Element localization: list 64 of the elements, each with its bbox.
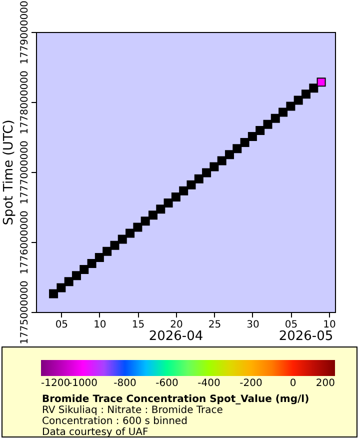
point (156, 204, 166, 214)
point (133, 222, 142, 232)
text: Data courtesy of UAF (42, 427, 148, 438)
x-tick-label: 10 (323, 320, 336, 330)
point (72, 271, 81, 280)
color-bar-label: -800 (114, 378, 136, 389)
x-tick-label: 30 (246, 320, 260, 330)
point (80, 265, 89, 274)
point (102, 246, 112, 256)
point (224, 150, 234, 160)
point (232, 144, 242, 154)
y-axis-title: Spot Time (UTC) (2, 120, 16, 226)
point (118, 234, 127, 244)
point (301, 90, 310, 99)
point (194, 174, 204, 184)
point (186, 180, 196, 190)
x-tick-label: 15 (132, 320, 145, 330)
point (256, 126, 265, 135)
point (56, 283, 66, 292)
point (126, 228, 135, 238)
point (217, 156, 226, 166)
point (49, 289, 58, 298)
point (87, 259, 96, 268)
point (309, 84, 318, 93)
x-tick-label: 10 (94, 320, 106, 330)
color-bar-label: -1000 (68, 378, 98, 389)
color-bar-label: -600 (156, 378, 178, 389)
y-tick-label: 1775000000 (20, 280, 30, 344)
color-bar-title: Bromide Trace Concentration Spot_Value (mg/l) (42, 394, 310, 405)
point (278, 108, 288, 117)
x-tick-label: 20 (170, 320, 183, 330)
text: RV Sikuliaq : Nitrate : Bromide Trace (42, 405, 223, 416)
point (294, 96, 303, 105)
point (64, 277, 74, 286)
y-tick-label: 1777000000 (20, 140, 30, 204)
point (179, 186, 188, 196)
x-tick-label: 05 (55, 320, 68, 330)
point (263, 120, 272, 129)
y-tick-label: 1778000000 (20, 70, 30, 134)
point (202, 168, 212, 178)
x-tick-label: 05 (284, 320, 298, 330)
text: 2026-05 (278, 329, 334, 344)
x-tick-label: 25 (208, 320, 222, 330)
point (110, 240, 120, 250)
point (248, 132, 257, 141)
text: Concentration : 600 s binned (42, 416, 188, 427)
color-bar-label: 200 (316, 378, 335, 389)
color-bar-label: 0 (290, 378, 296, 389)
color-bar-label: -1200 (41, 378, 70, 389)
point (316, 78, 326, 87)
point (270, 114, 280, 123)
y-tick-label: 1776000000 (20, 210, 30, 274)
y-tick-label: 1779000000 (20, 0, 30, 64)
text: 2026-04 (148, 329, 204, 344)
point (94, 252, 104, 262)
point (148, 210, 158, 220)
point (164, 198, 173, 208)
color-bar-label: -200 (240, 378, 262, 389)
point (240, 138, 250, 148)
point (140, 216, 150, 226)
point (171, 192, 180, 202)
point (286, 102, 296, 111)
point (210, 162, 219, 172)
color-bar-label: -400 (198, 378, 220, 389)
